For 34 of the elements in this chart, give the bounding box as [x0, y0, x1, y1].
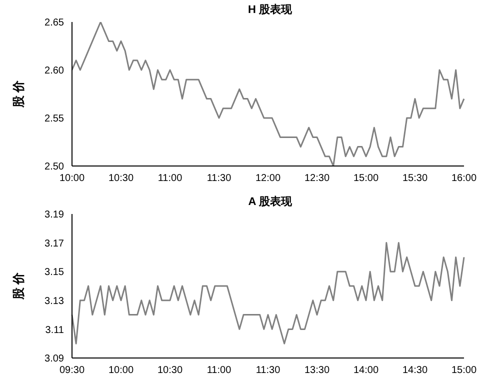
y-tick-label: 3.17 [44, 238, 64, 250]
y-tick-label: 2.60 [44, 66, 64, 77]
x-tick-label: 11:30 [206, 173, 232, 184]
chart-title: H 股表现 [248, 3, 293, 16]
x-tick-label: 15:00 [451, 365, 477, 376]
x-tick-label: 13:30 [304, 365, 330, 376]
y-tick-label: 3.09 [44, 354, 64, 365]
y-tick-label: 3.13 [44, 296, 64, 307]
x-tick-label: 11:30 [256, 365, 281, 376]
y-axis-title: 股 价 [11, 271, 26, 301]
y-tick-label: 3.19 [44, 210, 64, 221]
x-tick-label: 11:00 [158, 173, 183, 184]
x-tick-label: 15:30 [402, 173, 428, 184]
x-tick-label: 10:00 [59, 173, 85, 184]
x-tick-label: 14:30 [402, 365, 428, 376]
y-tick-label: 2.55 [44, 114, 64, 125]
line-series [71, 242, 465, 344]
y-tick-label: 2.65 [44, 18, 64, 29]
chart-title: A 股表现 [248, 195, 293, 208]
x-tick-label: 09:30 [59, 365, 85, 376]
x-tick-label: 11:00 [206, 365, 232, 376]
y-tick-label: 3.15 [44, 267, 64, 278]
y-tick-label: 3.11 [45, 324, 64, 336]
x-tick-label: 12:00 [255, 173, 281, 184]
x-tick-label: 14:00 [353, 365, 379, 376]
line-series [71, 22, 465, 166]
x-tick-label: 10:30 [157, 365, 183, 376]
x-tick-label: 10:30 [108, 173, 134, 184]
x-tick-label: 16:00 [451, 173, 477, 184]
x-tick-label: 12:30 [304, 173, 330, 184]
y-axis-title: 股 价 [11, 79, 26, 109]
y-tick-label: 2.50 [44, 162, 64, 173]
x-tick-label: 15:00 [353, 173, 379, 184]
x-tick-label: 10:00 [108, 365, 134, 376]
